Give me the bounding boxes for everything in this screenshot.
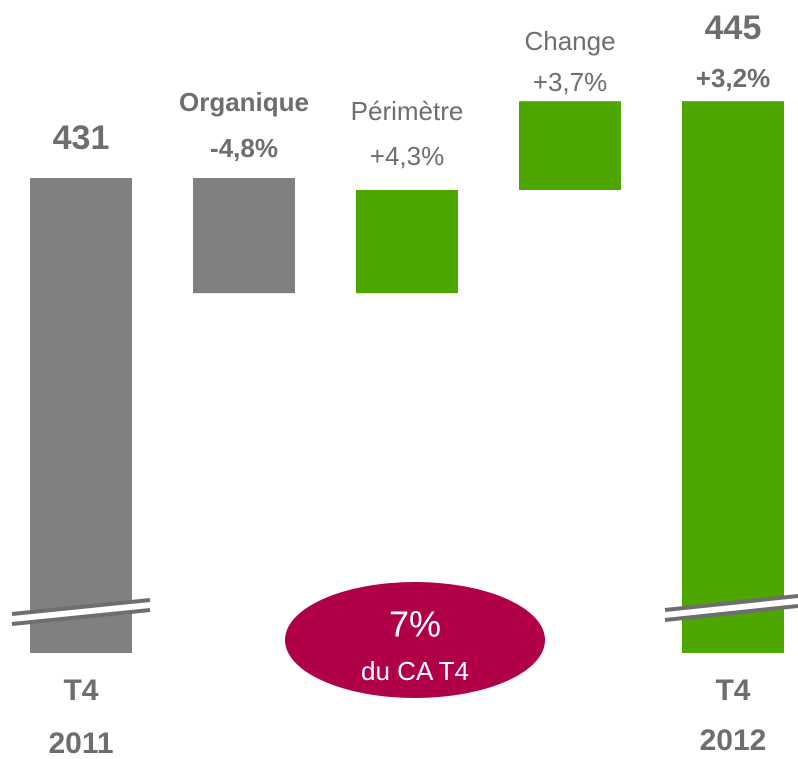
axis-break <box>12 600 150 624</box>
axis-break-line <box>11 608 151 626</box>
value-label: +3,7% <box>533 67 607 97</box>
x-label: 2012 <box>700 724 767 757</box>
annotation-text: du CA T4 <box>361 656 469 686</box>
annotation-bubble <box>285 582 545 698</box>
bar <box>356 190 458 294</box>
x-label: 2011 <box>48 727 113 759</box>
x-label: T4 <box>63 674 98 707</box>
step-name: Organique <box>179 87 309 117</box>
value-label: +4,3% <box>370 141 444 171</box>
change-label: +3,2% <box>696 63 770 93</box>
value-label: 431 <box>53 119 110 157</box>
step-name: Change <box>524 26 615 56</box>
step-name: Périmètre <box>351 96 464 126</box>
axis-break-line <box>664 594 798 612</box>
x-label: T4 <box>715 674 750 707</box>
value-label: -4,8% <box>210 133 278 163</box>
bar <box>519 101 621 190</box>
value-label: 445 <box>705 9 762 47</box>
annotation-title: 7% <box>389 604 441 645</box>
bar <box>30 178 132 653</box>
bar <box>682 101 784 653</box>
bar <box>193 178 295 294</box>
axis-break-line <box>664 604 798 622</box>
axis-break <box>665 596 798 620</box>
axis-break-line <box>11 598 151 616</box>
